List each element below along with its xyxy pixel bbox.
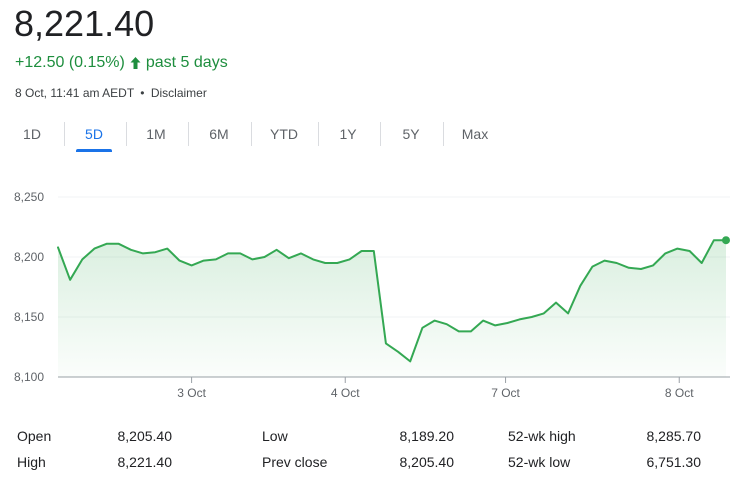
stat-value-high: 8,221.40 — [117, 454, 173, 470]
tab-1d[interactable]: 1D — [23, 126, 41, 142]
series-area-fill — [58, 240, 726, 377]
tab-divider — [251, 122, 252, 146]
tab-divider — [188, 122, 189, 146]
tab-6m[interactable]: 6M — [209, 126, 229, 142]
tab-divider — [318, 122, 319, 146]
stat-value-52wk-low: 6,751.30 — [646, 454, 702, 470]
stat-label-52wk-high: 52-wk high — [508, 428, 576, 444]
price-change: +12.50 (0.15%) past 5 days — [15, 53, 228, 73]
arrow-up-icon — [130, 57, 141, 69]
tab-1m[interactable]: 1M — [146, 126, 166, 142]
stat-label-52wk-low: 52-wk low — [508, 454, 571, 470]
y-tick-label: 8,100 — [14, 370, 44, 384]
quote-timestamp: 8 Oct, 11:41 am AEDT — [15, 86, 134, 100]
x-tick-label: 3 Oct — [177, 386, 206, 400]
x-tick-label: 7 Oct — [491, 386, 520, 400]
stat-label-prev-close: Prev close — [262, 454, 328, 470]
tab-divider — [64, 122, 65, 146]
y-tick-label: 8,200 — [14, 250, 44, 264]
active-tab-indicator — [76, 149, 112, 152]
tab-5d[interactable]: 5D — [76, 118, 112, 152]
x-tick-label: 8 Oct — [665, 386, 694, 400]
tab-ytd[interactable]: YTD — [270, 126, 298, 142]
stat-label-high: High — [17, 454, 46, 470]
stat-value-prev-close: 8,205.40 — [399, 454, 455, 470]
change-period: past 5 days — [145, 54, 228, 71]
tab-5d-label: 5D — [85, 126, 103, 142]
series-line — [57, 239, 727, 363]
y-tick-label: 8,250 — [14, 190, 44, 204]
tab-divider — [380, 122, 381, 146]
disclaimer-link[interactable]: Disclaimer — [150, 86, 207, 100]
tab-max[interactable]: Max — [461, 126, 489, 142]
change-amount: +12.50 (0.15%) — [15, 54, 125, 71]
range-tabs: 1D 5D 1M 6M YTD 1Y 5Y Max — [0, 118, 752, 152]
tab-1y[interactable]: 1Y — [339, 126, 357, 142]
stat-label-open: Open — [17, 428, 52, 444]
x-tick-label: 4 Oct — [331, 386, 360, 400]
stat-label-low: Low — [262, 428, 288, 444]
meta-separator: • — [140, 86, 145, 100]
current-price: 8,221.40 — [14, 3, 155, 44]
tab-divider — [126, 122, 127, 146]
current-point-marker — [722, 236, 730, 245]
quote-meta: 8 Oct, 11:41 am AEDT • Disclaimer — [15, 85, 207, 101]
stat-value-52wk-high: 8,285.70 — [646, 428, 702, 444]
stat-value-open: 8,205.40 — [117, 428, 173, 444]
price-chart[interactable]: 8,100 8,150 8,200 8,250 3 Oct 4 Oct 7 Oct 8 Oct — [0, 180, 752, 410]
tab-divider — [443, 122, 444, 146]
tab-5y[interactable]: 5Y — [402, 126, 420, 142]
stat-value-low: 8,189.20 — [399, 428, 455, 444]
y-tick-label: 8,150 — [14, 310, 44, 324]
